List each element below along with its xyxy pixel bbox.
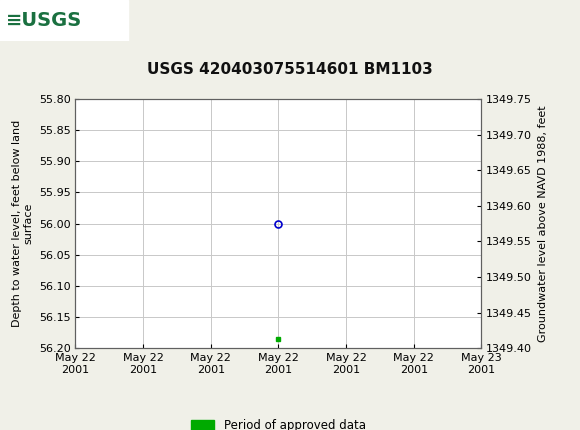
Legend: Period of approved data: Period of approved data bbox=[191, 419, 366, 430]
Y-axis label: Groundwater level above NAVD 1988, feet: Groundwater level above NAVD 1988, feet bbox=[538, 105, 548, 342]
Y-axis label: Depth to water level, feet below land
surface: Depth to water level, feet below land su… bbox=[12, 120, 33, 327]
Bar bbox=[0, 0, 128, 41]
Text: ≡USGS: ≡USGS bbox=[6, 11, 82, 30]
Text: USGS 420403075514601 BM1103: USGS 420403075514601 BM1103 bbox=[147, 62, 433, 77]
